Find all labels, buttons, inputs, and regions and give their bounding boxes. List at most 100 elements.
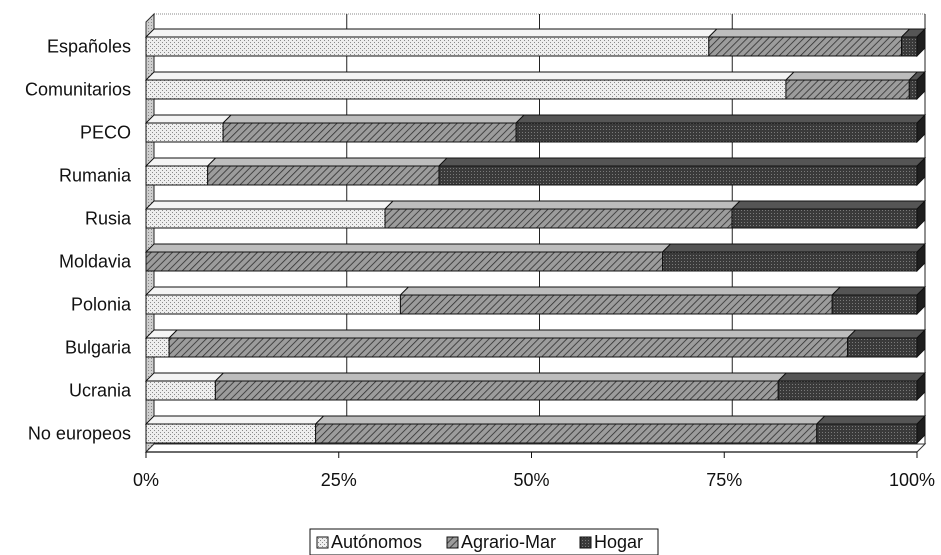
bar-side (916, 70, 926, 101)
bar-segment-top (168, 329, 857, 339)
category-label: Rusia (85, 209, 132, 229)
bar-segment (908, 79, 918, 100)
bar-segment (785, 79, 910, 100)
bar-segment (831, 294, 918, 315)
bar-group (144, 414, 927, 445)
bar-segment-top (206, 157, 449, 167)
category-label: No europeos (28, 424, 131, 444)
bar-segment (662, 251, 918, 272)
x-tick-label: 25% (321, 470, 357, 490)
legend: Autónomos Agrario-Mar Hogar (309, 528, 659, 555)
bar-group (144, 156, 927, 187)
category-label: Comunitarios (25, 80, 131, 100)
bar-segment-top (815, 415, 927, 425)
bar-side (916, 242, 926, 273)
category-label: Españoles (47, 37, 131, 57)
bar-segment-top (846, 329, 927, 339)
bar-side (916, 328, 926, 359)
bar-group (144, 328, 927, 359)
bars (144, 27, 927, 445)
bar-segment (145, 208, 386, 229)
bar-segment (384, 208, 733, 229)
bar-side (916, 156, 926, 187)
bar-group (144, 199, 927, 230)
bar-segment-top (707, 28, 911, 38)
bar-group (144, 242, 927, 273)
bar-segment (214, 380, 779, 401)
bar-side (916, 414, 926, 445)
bar-segment (145, 423, 317, 444)
legend-swatch-hogar (579, 536, 592, 549)
bar-segment-top (399, 286, 842, 296)
bar-segment (145, 294, 401, 315)
bar-group (144, 27, 927, 58)
bar-segment (438, 165, 918, 186)
bar-segment (901, 36, 918, 57)
x-tick-label: 75% (706, 470, 742, 490)
bar-segment-top (144, 114, 233, 124)
bar-segment (145, 79, 787, 100)
bar-segment (731, 208, 918, 229)
bar-segment-top (144, 243, 672, 253)
bar-group (144, 371, 927, 402)
category-label: Polonia (71, 295, 132, 315)
bar-group (144, 113, 927, 144)
bar-segment (145, 251, 664, 272)
x-tick-label: 0% (133, 470, 159, 490)
bar-segment-top (144, 71, 796, 81)
category-label: PECO (80, 123, 131, 143)
bar-segment-top (661, 243, 927, 253)
bar-segment (145, 337, 170, 358)
bar-segment (777, 380, 918, 401)
legend-label-hogar: Hogar (594, 532, 643, 552)
bar-segment-top (437, 157, 927, 167)
legend-label-autonomos: Autónomos (331, 532, 422, 552)
x-tick-label: 100% (889, 470, 935, 490)
bar-segment (222, 122, 517, 143)
bar-segment-top (144, 372, 225, 382)
bar-segment (816, 423, 918, 444)
category-labels: Españoles Comunitarios PECO Rumania Rusia Mol… (25, 37, 132, 444)
bar-segment-top (777, 372, 927, 382)
bar-segment-top (144, 200, 395, 210)
legend-swatch-agrario-mar (446, 536, 459, 549)
bar-segment-top (730, 200, 927, 210)
legend-label-agrario-mar: Agrario-Mar (461, 532, 556, 552)
bar-group (144, 285, 927, 316)
x-tick-labels: 0% 25% 50% 75% 100% (133, 470, 935, 490)
bar-segment (315, 423, 818, 444)
bar-segment-top (222, 114, 526, 124)
bar-segment-top (144, 157, 217, 167)
category-label: Ucrania (69, 381, 132, 401)
bar-segment (145, 122, 224, 143)
bar-segment-top (383, 200, 742, 210)
bar-segment-top (144, 415, 325, 425)
bar-segment-top (831, 286, 927, 296)
legend-swatch-autonomos (316, 536, 329, 549)
bar-side (916, 371, 926, 402)
bar-segment (207, 165, 440, 186)
bar-side (916, 113, 926, 144)
bar-segment-top (784, 71, 919, 81)
bar-segment (515, 122, 918, 143)
bar-side (916, 27, 926, 58)
bar-side (916, 199, 926, 230)
legend-box (309, 528, 659, 555)
category-label: Moldavia (59, 252, 132, 272)
bar-segment (708, 36, 903, 57)
x-tick-label: 50% (513, 470, 549, 490)
bar-segment-top (314, 415, 826, 425)
bar-segment-top (514, 114, 927, 124)
bar-segment (168, 337, 849, 358)
bar-segment (145, 380, 216, 401)
bar-side (916, 285, 926, 316)
bar-segment (145, 36, 710, 57)
floor (144, 443, 927, 453)
bar-segment-top (144, 28, 718, 38)
category-label: Bulgaria (65, 338, 132, 358)
bar-group (144, 70, 927, 101)
bar-segment (399, 294, 833, 315)
bar-segment (847, 337, 918, 358)
category-label: Rumania (59, 166, 132, 186)
